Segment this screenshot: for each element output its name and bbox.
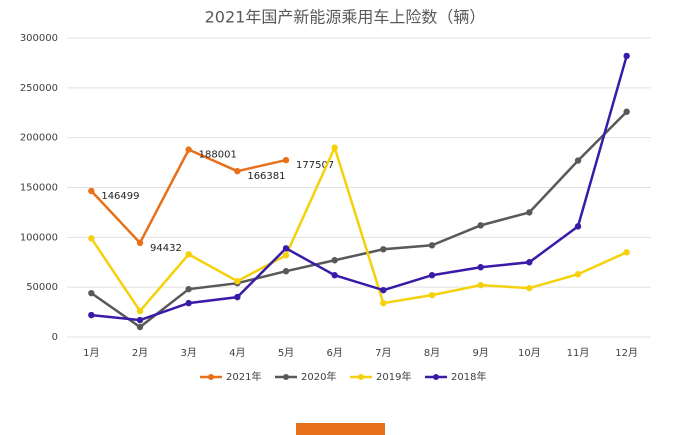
point [574, 271, 582, 278]
series-line [90, 110, 628, 329]
point [380, 286, 387, 294]
point [185, 299, 192, 307]
x-tick-label: 7月 [375, 347, 391, 359]
legend-marker [283, 374, 289, 380]
point [623, 52, 630, 60]
x-tick-label: 8月 [424, 347, 440, 359]
series-line [91, 55, 628, 322]
point [185, 146, 192, 153]
point [428, 291, 436, 299]
point [477, 264, 484, 271]
point [477, 281, 484, 289]
point [331, 257, 338, 264]
point [136, 316, 144, 324]
point [234, 167, 241, 175]
point [282, 252, 290, 259]
x-tick-label: 2月 [132, 347, 148, 359]
x-tick-label: 1月 [83, 347, 99, 359]
x-tick-label: 4月 [229, 347, 245, 359]
legend-marker [208, 374, 214, 380]
y-tick-label: 0 [52, 332, 58, 343]
y-tick-label: 100000 [20, 232, 58, 243]
point [574, 223, 582, 230]
point [428, 272, 436, 279]
x-tick-label: 9月 [472, 347, 488, 359]
point [331, 144, 338, 151]
point [136, 307, 144, 315]
legend-marker [433, 374, 439, 380]
point [526, 284, 533, 292]
point [380, 299, 387, 307]
point [526, 209, 533, 216]
point [623, 249, 630, 256]
point [623, 108, 630, 115]
point [234, 277, 241, 285]
data-label: 146499 [101, 191, 139, 202]
legend-label: 2020年 [301, 370, 336, 383]
legend-label: 2018年 [451, 370, 486, 383]
point [526, 259, 533, 266]
data-label: 94432 [150, 243, 182, 254]
data-label: 188001 [199, 150, 237, 161]
point [428, 242, 436, 249]
x-tick-label: 10月 [518, 347, 541, 359]
legend-label: 2021年 [226, 370, 261, 383]
y-tick-label: 300000 [20, 33, 58, 44]
point [477, 222, 484, 229]
x-tick-label: 5月 [278, 347, 294, 359]
point [331, 272, 338, 279]
y-tick-label: 250000 [20, 83, 58, 94]
point [88, 235, 95, 242]
point [282, 268, 290, 275]
point [380, 246, 387, 253]
y-tick-label: 150000 [20, 183, 58, 194]
point [88, 289, 95, 297]
point [136, 239, 144, 247]
data-label: 177507 [296, 160, 334, 171]
x-tick-label: 3月 [180, 347, 196, 359]
footer-bar [296, 423, 385, 435]
point [282, 156, 290, 164]
point [234, 293, 241, 301]
y-tick-label: 200000 [20, 133, 58, 144]
data-label: 166381 [247, 171, 285, 182]
legend-marker [358, 374, 364, 380]
y-tick-label: 50000 [26, 282, 58, 293]
point [574, 157, 582, 164]
chart-title: 2021年国产新能源乘用车上险数（辆） [205, 8, 486, 27]
point [282, 245, 290, 252]
point [88, 187, 95, 195]
legend-label: 2019年 [376, 370, 411, 383]
point [136, 323, 144, 331]
x-tick-label: 6月 [326, 347, 342, 359]
x-tick-label: 12月 [615, 347, 638, 359]
point [88, 311, 95, 319]
point [185, 251, 192, 258]
point [185, 285, 192, 293]
series-line [90, 144, 628, 314]
x-tick-label: 11月 [567, 347, 590, 359]
